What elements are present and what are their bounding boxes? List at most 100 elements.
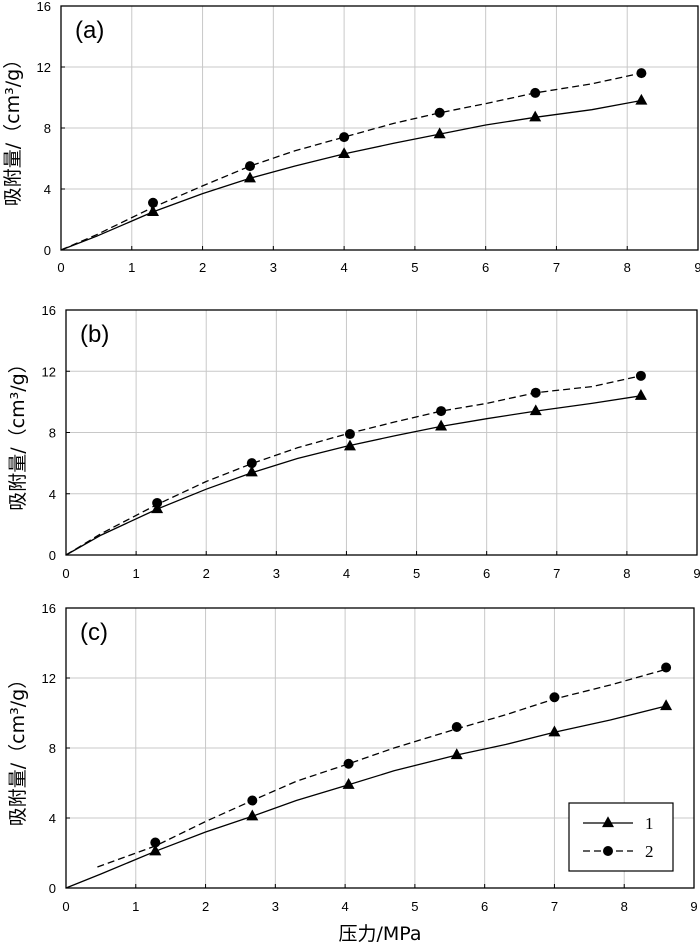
data-point-circle [339, 132, 350, 143]
data-point-triangle [635, 93, 648, 105]
data-point-circle [436, 406, 447, 417]
y-tick-label: 4 [44, 182, 51, 197]
x-tick-label: 4 [341, 899, 348, 914]
series-line-2 [65, 375, 642, 556]
y-tick-label: 16 [42, 601, 56, 616]
data-point-triangle [435, 419, 448, 431]
data-point-circle [530, 87, 541, 98]
x-tick-label: 8 [624, 260, 631, 275]
y-tick-label: 0 [49, 548, 56, 563]
y-tick-label: 8 [49, 426, 56, 441]
x-tick-label: 7 [551, 899, 558, 914]
x-tick-label: 3 [270, 260, 277, 275]
x-tick-label: 7 [553, 566, 560, 581]
y-tick-label: 4 [49, 811, 56, 826]
data-point-triangle [147, 205, 160, 216]
data-point-circle [530, 387, 541, 398]
y-tick-label: 12 [42, 671, 56, 686]
panel-label: (a) [75, 17, 104, 44]
y-axis-label: 吸附量/（cm³/g） [2, 50, 24, 206]
legend-box [568, 802, 674, 872]
x-tick-label: 1 [128, 260, 135, 275]
x-tick-label: 1 [132, 899, 139, 914]
y-tick-label: 8 [44, 121, 51, 136]
data-point-circle [343, 758, 354, 769]
y-axis-label: 吸附量/（cm³/g） [7, 670, 29, 826]
data-point-circle [244, 161, 255, 172]
data-point-triangle [529, 110, 542, 122]
data-point-circle [661, 662, 672, 673]
y-tick-label: 12 [42, 364, 56, 379]
data-point-circle [247, 795, 258, 806]
y-tick-label: 0 [44, 243, 51, 258]
data-point-triangle [338, 147, 351, 159]
data-point-triangle [149, 844, 162, 856]
x-tick-label: 2 [199, 260, 206, 275]
x-tick-label: 4 [340, 260, 347, 275]
data-point-triangle [634, 389, 647, 400]
x-axis-label: 压力/MPa [338, 923, 421, 944]
y-tick-label: 0 [49, 881, 56, 896]
x-tick-label: 1 [132, 566, 139, 581]
legend: 12 [568, 802, 674, 872]
data-point-circle [246, 458, 257, 469]
series-line-2 [97, 668, 667, 868]
x-tick-label: 2 [203, 566, 210, 581]
data-point-triangle [246, 809, 259, 821]
x-tick-label: 4 [343, 566, 350, 581]
panel-label: (c) [80, 619, 108, 646]
x-tick-label: 0 [62, 899, 69, 914]
series-line-1 [65, 395, 641, 556]
x-tick-label: 8 [623, 566, 630, 581]
x-tick-label: 8 [621, 899, 628, 914]
data-point-triangle [529, 404, 542, 416]
data-point-triangle [450, 748, 463, 760]
x-tick-label: 9 [693, 566, 700, 581]
legend-label: 1 [645, 814, 654, 833]
data-point-triangle [548, 725, 561, 737]
data-point-circle [344, 429, 355, 440]
data-point-triangle [660, 699, 673, 711]
data-point-circle [148, 197, 159, 208]
x-tick-label: 5 [411, 260, 418, 275]
data-point-triangle [433, 127, 446, 139]
data-point-circle [451, 722, 462, 732]
x-tick-label: 9 [690, 899, 697, 914]
data-point-triangle [245, 465, 258, 477]
data-point-circle [150, 837, 161, 848]
x-tick-label: 5 [411, 899, 418, 914]
x-tick-label: 6 [482, 260, 489, 275]
data-point-triangle [342, 778, 355, 789]
x-tick-label: 0 [62, 566, 69, 581]
data-point-circle [636, 68, 647, 79]
y-tick-label: 8 [49, 741, 56, 756]
x-tick-label: 6 [481, 899, 488, 914]
x-tick-label: 3 [272, 899, 279, 914]
y-tick-label: 12 [37, 60, 51, 75]
x-tick-label: 2 [202, 899, 209, 914]
data-point-triangle [343, 439, 356, 451]
y-tick-label: 16 [42, 303, 56, 318]
x-tick-label: 0 [57, 260, 64, 275]
y-tick-label: 4 [49, 487, 56, 502]
x-tick-label: 7 [553, 260, 560, 275]
series-line-1 [60, 99, 642, 251]
x-tick-label: 9 [694, 260, 700, 275]
panel-label: (b) [80, 321, 109, 348]
x-tick-label: 3 [273, 566, 280, 581]
data-point-circle [549, 692, 560, 703]
x-tick-label: 6 [483, 566, 490, 581]
data-point-circle [434, 107, 445, 118]
y-axis-label: 吸附量/（cm³/g） [7, 354, 29, 510]
series-line-2 [60, 72, 642, 251]
data-point-triangle [243, 171, 256, 183]
x-tick-label: 5 [413, 566, 420, 581]
legend-marker-circle [603, 846, 613, 856]
data-point-circle [152, 497, 163, 508]
legend-label: 2 [645, 842, 654, 861]
y-tick-label: 16 [37, 0, 51, 14]
